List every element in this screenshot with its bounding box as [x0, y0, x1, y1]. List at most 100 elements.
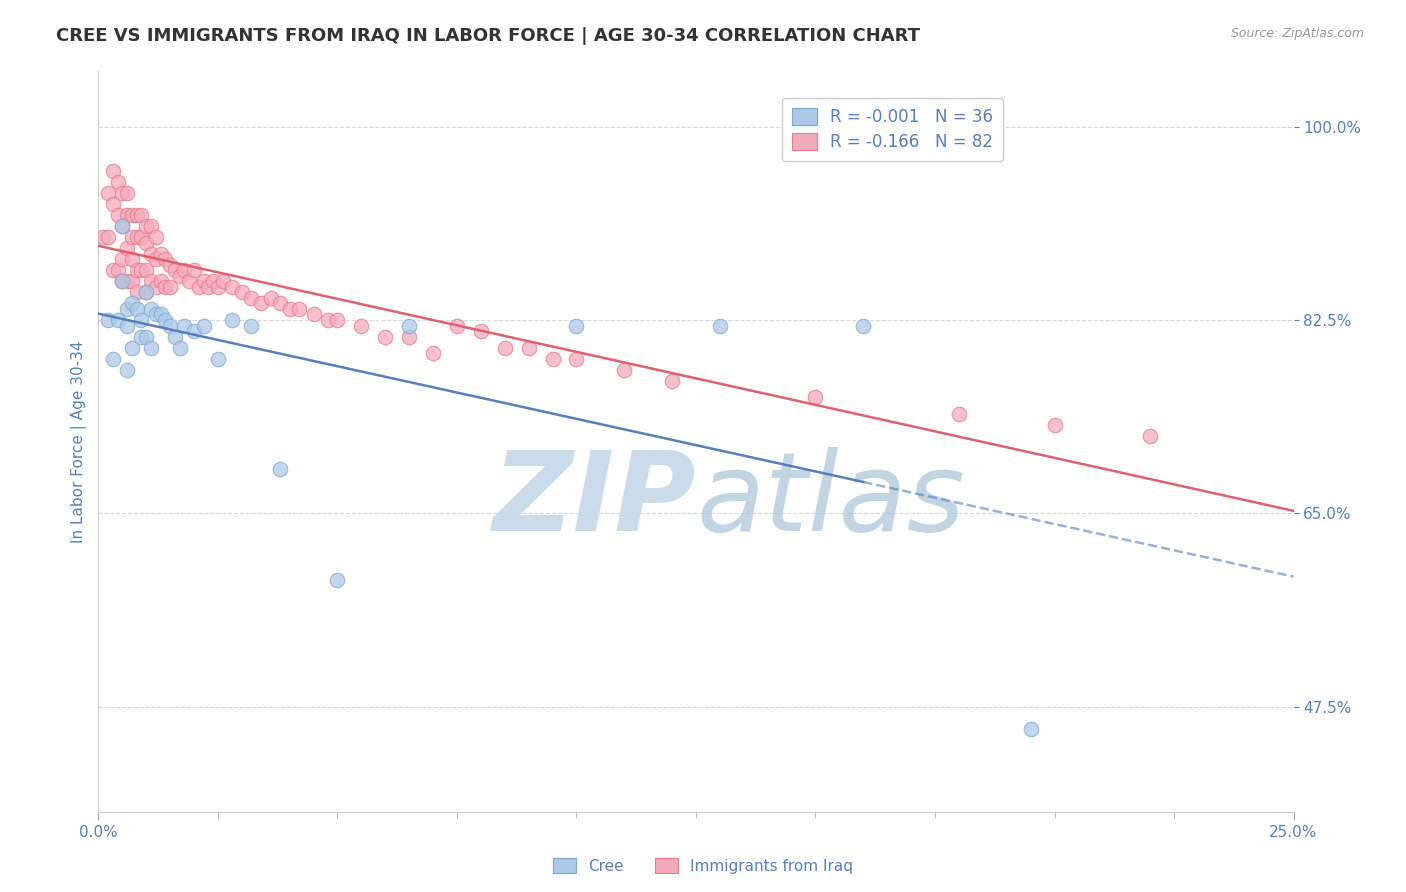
Point [288, 301, 311, 316]
Point [121, 296, 143, 310]
Point [517, 341, 540, 355]
Point [125, 301, 148, 316]
Legend: R = -0.001   N = 36, R = -0.166   N = 82: R = -0.001 N = 36, R = -0.166 N = 82 [782, 98, 1004, 161]
Point [115, 208, 138, 222]
Point [565, 351, 588, 366]
Point [269, 462, 291, 476]
Point [193, 274, 215, 288]
Point [398, 329, 420, 343]
Point [115, 318, 138, 333]
Point [125, 208, 148, 222]
Point [111, 186, 134, 200]
Text: ZIP: ZIP [492, 447, 696, 554]
Point [250, 296, 273, 310]
Point [169, 268, 191, 283]
Point [135, 263, 157, 277]
Point [97, 230, 120, 244]
Point [374, 329, 396, 343]
Point [207, 351, 229, 366]
Point [115, 186, 138, 200]
Point [101, 351, 124, 366]
Y-axis label: In Labor Force | Age 30-34: In Labor Force | Age 30-34 [72, 340, 87, 543]
Point [565, 318, 588, 333]
Point [115, 274, 138, 288]
Point [135, 219, 157, 233]
Point [159, 280, 181, 294]
Point [183, 324, 205, 338]
Point [259, 291, 281, 305]
Point [139, 219, 162, 233]
Point [494, 341, 516, 355]
Point [139, 246, 162, 260]
Point [131, 329, 153, 343]
Point [269, 296, 291, 310]
Point [107, 263, 129, 277]
Text: CREE VS IMMIGRANTS FROM IRAQ IN LABOR FORCE | AGE 30-34 CORRELATION CHART: CREE VS IMMIGRANTS FROM IRAQ IN LABOR FO… [56, 27, 921, 45]
Point [121, 252, 143, 267]
Point [231, 285, 253, 300]
Point [121, 341, 143, 355]
Point [173, 318, 195, 333]
Point [470, 324, 492, 338]
Point [145, 252, 167, 267]
Point [446, 318, 468, 333]
Point [852, 318, 875, 333]
Point [135, 329, 157, 343]
Point [221, 313, 243, 327]
Point [139, 301, 162, 316]
Point [107, 208, 129, 222]
Text: atlas: atlas [696, 447, 965, 554]
Point [145, 280, 167, 294]
Point [541, 351, 564, 366]
Point [111, 219, 134, 233]
Point [131, 263, 153, 277]
Point [159, 318, 181, 333]
Point [135, 285, 157, 300]
Point [145, 230, 167, 244]
Point [115, 362, 138, 376]
Point [302, 308, 325, 322]
Point [107, 313, 129, 327]
Point [131, 208, 153, 222]
Point [121, 208, 143, 222]
Point [173, 263, 195, 277]
Point [350, 318, 373, 333]
Point [1019, 722, 1042, 736]
Point [111, 252, 134, 267]
Point [111, 274, 134, 288]
Point [111, 219, 134, 233]
Point [326, 313, 349, 327]
Point [135, 235, 157, 250]
Point [169, 341, 191, 355]
Point [326, 573, 349, 587]
Point [115, 241, 138, 255]
Point [111, 274, 134, 288]
Point [155, 252, 177, 267]
Point [155, 280, 177, 294]
Point [187, 280, 209, 294]
Point [193, 318, 215, 333]
Point [135, 285, 157, 300]
Point [97, 313, 120, 327]
Point [661, 374, 683, 388]
Point [149, 274, 172, 288]
Point [240, 318, 263, 333]
Point [121, 274, 143, 288]
Point [422, 346, 444, 360]
Point [115, 301, 138, 316]
Point [278, 301, 301, 316]
Point [101, 197, 124, 211]
Point [125, 263, 148, 277]
Point [121, 230, 143, 244]
Point [948, 407, 970, 421]
Point [202, 274, 225, 288]
Point [197, 280, 219, 294]
Point [398, 318, 420, 333]
Point [139, 274, 162, 288]
Point [91, 230, 114, 244]
Point [709, 318, 731, 333]
Point [1139, 429, 1161, 443]
Point [183, 263, 205, 277]
Point [101, 263, 124, 277]
Legend: Cree, Immigrants from Iraq: Cree, Immigrants from Iraq [547, 852, 859, 880]
